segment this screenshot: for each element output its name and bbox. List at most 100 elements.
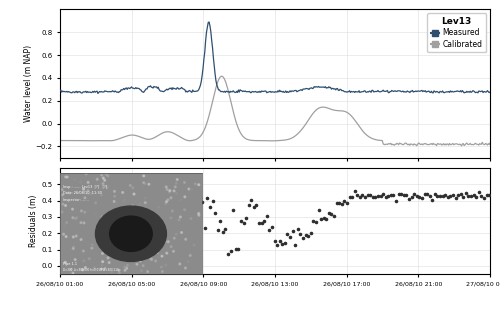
Point xyxy=(405,196,413,201)
Point xyxy=(332,200,340,205)
Point xyxy=(397,192,405,197)
Point xyxy=(190,193,198,198)
Point xyxy=(138,194,146,199)
Point xyxy=(472,195,480,200)
Point xyxy=(312,220,320,225)
Point xyxy=(226,249,234,254)
Point xyxy=(214,228,222,233)
Point xyxy=(105,196,113,201)
Point xyxy=(374,194,382,199)
Point xyxy=(120,192,128,197)
Point xyxy=(348,195,356,200)
Point xyxy=(98,196,106,201)
Point xyxy=(441,192,449,197)
Point xyxy=(102,195,110,200)
Point xyxy=(258,220,266,225)
Point xyxy=(134,193,141,198)
Point xyxy=(402,192,410,198)
Point xyxy=(299,235,307,240)
Point xyxy=(157,193,165,198)
Point xyxy=(382,194,390,199)
Point xyxy=(366,193,374,198)
Point xyxy=(164,191,172,196)
Point xyxy=(242,215,250,220)
Point xyxy=(304,233,312,238)
Point xyxy=(72,192,80,197)
Point xyxy=(394,191,402,196)
Point xyxy=(400,192,408,198)
Point xyxy=(317,216,325,221)
Point xyxy=(482,192,490,197)
Legend: Measured, Calibrated: Measured, Calibrated xyxy=(427,13,486,53)
Point xyxy=(454,192,462,197)
Point xyxy=(273,243,281,248)
Point xyxy=(118,195,126,200)
Point xyxy=(428,197,436,202)
Point xyxy=(186,198,194,203)
Point xyxy=(82,194,90,199)
Point xyxy=(278,242,286,247)
Point xyxy=(123,190,131,195)
Point xyxy=(369,195,377,200)
Point xyxy=(90,189,98,194)
Point xyxy=(167,192,175,197)
Point xyxy=(485,192,493,197)
Point xyxy=(281,240,289,245)
Point xyxy=(222,226,230,232)
Point xyxy=(426,193,434,198)
Point xyxy=(87,194,95,199)
Point xyxy=(61,196,69,201)
Point xyxy=(462,191,470,196)
Point xyxy=(80,192,88,198)
Point xyxy=(296,231,304,236)
Point xyxy=(350,188,358,193)
Point xyxy=(376,193,384,198)
Point xyxy=(444,194,452,199)
Point xyxy=(423,192,431,197)
Point xyxy=(234,246,242,251)
Point xyxy=(307,230,315,235)
Point xyxy=(204,195,212,200)
Point xyxy=(172,188,180,193)
Point xyxy=(206,204,214,209)
Point xyxy=(467,193,475,198)
Point xyxy=(480,195,488,200)
Point xyxy=(126,191,134,196)
Point xyxy=(325,211,333,216)
Point xyxy=(379,192,387,197)
Point xyxy=(240,220,248,226)
Point xyxy=(229,208,237,213)
Point xyxy=(322,216,330,221)
Y-axis label: Water level (m NAP): Water level (m NAP) xyxy=(24,45,32,122)
Point xyxy=(413,194,421,199)
Point xyxy=(470,192,478,197)
Point xyxy=(160,192,168,198)
Point xyxy=(314,207,322,212)
Point xyxy=(182,195,190,200)
Point xyxy=(408,194,416,199)
Point xyxy=(294,227,302,232)
Point xyxy=(416,195,424,200)
Point xyxy=(136,191,144,196)
Point xyxy=(420,192,428,197)
Point xyxy=(84,197,92,202)
Point xyxy=(69,193,77,198)
Point xyxy=(390,193,398,198)
Point xyxy=(180,192,188,197)
Point xyxy=(446,193,454,198)
Point xyxy=(478,194,486,199)
Point xyxy=(284,232,292,237)
Point xyxy=(320,215,328,220)
Point xyxy=(244,202,252,207)
Point xyxy=(354,192,362,198)
Point xyxy=(142,196,150,201)
Point xyxy=(188,195,196,200)
Point xyxy=(162,193,170,198)
Point xyxy=(149,194,157,199)
Point xyxy=(310,219,318,224)
Point xyxy=(64,194,72,199)
Point xyxy=(131,200,139,205)
Point xyxy=(56,190,64,195)
Point xyxy=(288,228,296,233)
Point xyxy=(328,211,336,216)
